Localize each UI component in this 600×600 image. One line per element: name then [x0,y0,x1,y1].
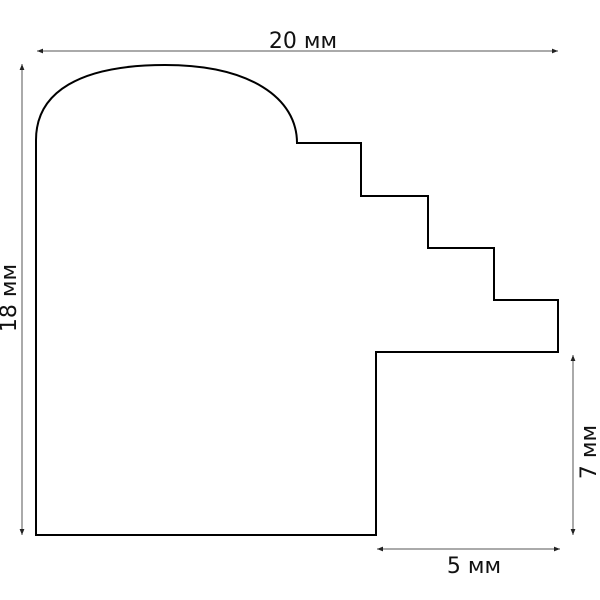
height-label: 18 мм [0,264,22,332]
lip-width-label: 5 мм [447,554,501,579]
lip-height-label: 7 мм [577,425,600,479]
width-label: 20 мм [269,29,337,54]
frame-profile-outline [35,63,559,536]
